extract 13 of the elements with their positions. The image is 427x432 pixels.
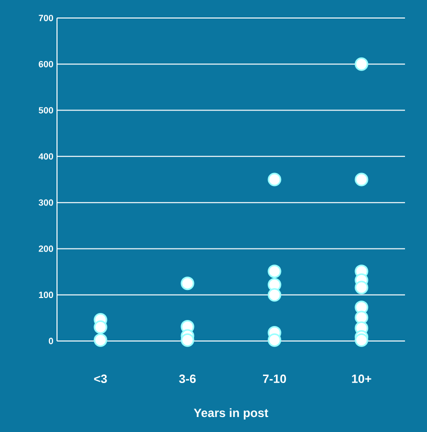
x-tick-label: <3 [94,374,107,384]
y-tick-label: 100 [39,292,54,298]
x-tick-label: 7-10 [263,374,286,384]
y-tick-label: 600 [38,60,54,68]
x-tick-label: 3-6 [179,374,196,384]
x-axis-title: Years in post [194,408,268,420]
y-tick-label: 0 [48,338,54,344]
y-tick-label: 200 [38,246,54,252]
y-tick-label: 400 [38,153,54,160]
x-tick-label: 10+ [352,374,372,384]
y-tick-label: 300 [38,199,54,206]
y-tick-label: 700 [38,14,54,22]
y-tick-label: 500 [38,107,54,114]
